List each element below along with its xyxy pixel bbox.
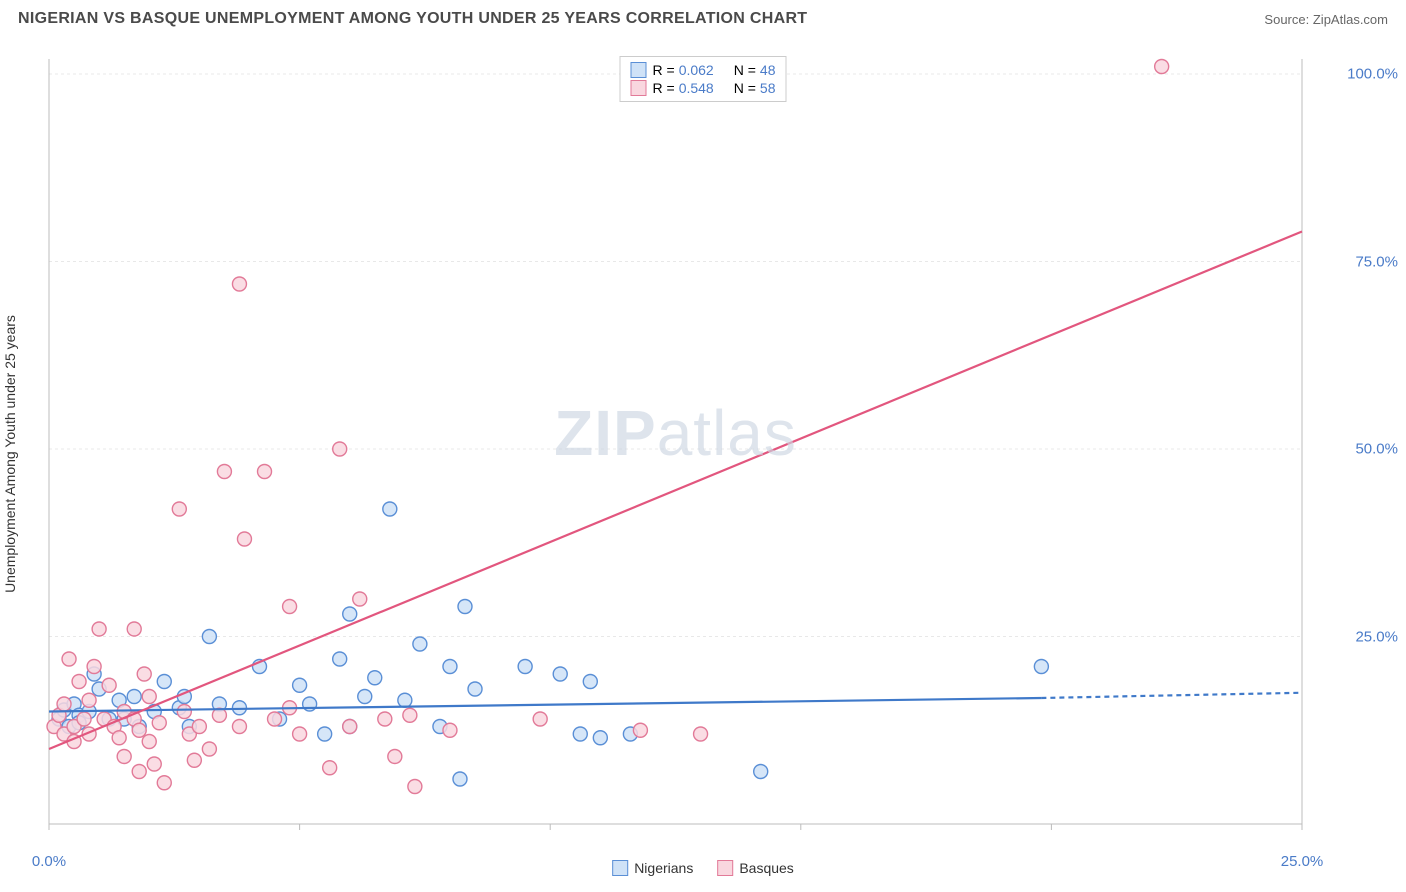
swatch-basques — [631, 80, 647, 96]
legend-row-nigerians: R = 0.062 N = 48 — [631, 61, 776, 79]
legend-label: Nigerians — [634, 860, 693, 876]
legend-R-basques: 0.548 — [679, 80, 714, 96]
legend-N-basques: 58 — [760, 80, 776, 96]
legend-R-label: R = — [653, 62, 675, 78]
swatch-nigerians — [612, 860, 628, 876]
chart-area: ZIPatlas — [45, 55, 1306, 842]
legend-row-basques: R = 0.548 N = 58 — [631, 79, 776, 97]
swatch-basques — [717, 860, 733, 876]
scatter-chart — [45, 55, 1306, 842]
source-label: Source: — [1264, 12, 1309, 27]
y-tick-label: 50.0% — [1355, 441, 1398, 458]
x-tick-label: 25.0% — [1281, 853, 1324, 870]
source-attribution: Source: ZipAtlas.com — [1264, 12, 1388, 27]
legend-R-nigerians: 0.062 — [679, 62, 714, 78]
legend-N-label: N = — [734, 62, 756, 78]
source-name: ZipAtlas.com — [1313, 12, 1388, 27]
swatch-nigerians — [631, 62, 647, 78]
legend-label: Basques — [739, 860, 793, 876]
correlation-legend: R = 0.062 N = 48 R = 0.548 N = 58 — [620, 56, 787, 102]
header: NIGERIAN VS BASQUE UNEMPLOYMENT AMONG YO… — [0, 0, 1406, 34]
legend-item-nigerians: Nigerians — [612, 860, 693, 876]
y-tick-label: 75.0% — [1355, 253, 1398, 270]
x-tick-label: 0.0% — [32, 853, 66, 870]
chart-title: NIGERIAN VS BASQUE UNEMPLOYMENT AMONG YO… — [18, 10, 807, 28]
y-tick-label: 25.0% — [1355, 628, 1398, 645]
legend-N-label: N = — [734, 80, 756, 96]
legend-N-nigerians: 48 — [760, 62, 776, 78]
legend-R-label: R = — [653, 80, 675, 96]
y-tick-label: 100.0% — [1347, 66, 1398, 83]
legend-item-basques: Basques — [717, 860, 793, 876]
series-legend: Nigerians Basques — [612, 860, 794, 876]
y-axis-label: Unemployment Among Youth under 25 years — [2, 315, 18, 593]
